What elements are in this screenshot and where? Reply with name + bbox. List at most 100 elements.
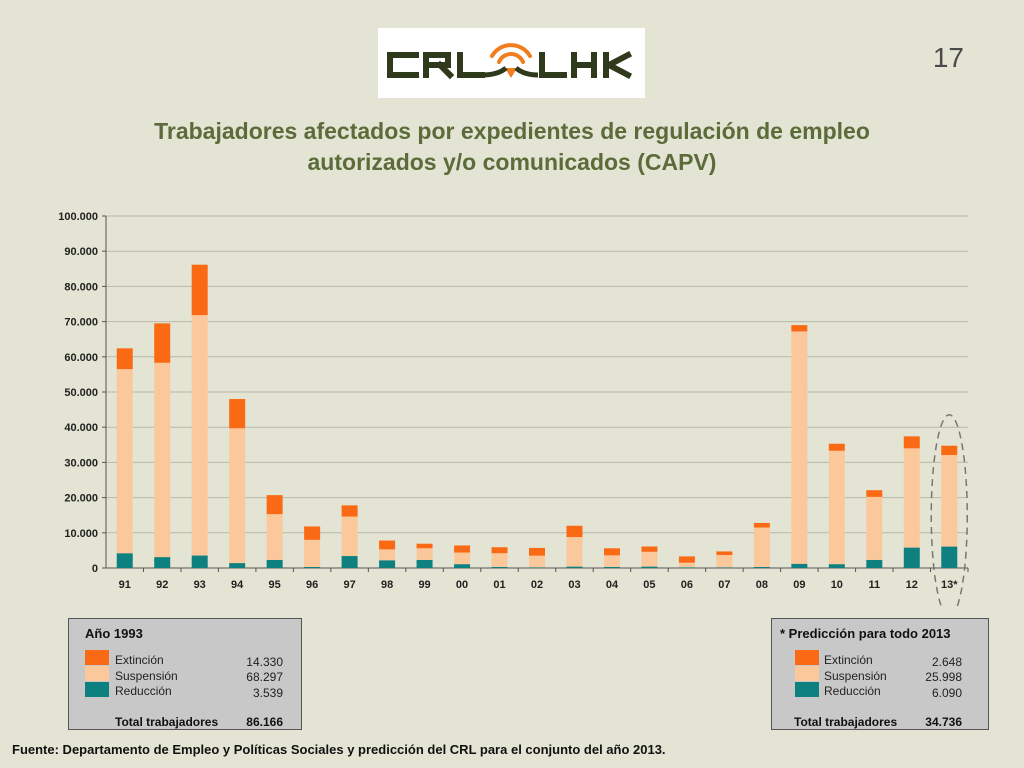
y-tick-label: 0	[92, 563, 98, 575]
x-tick-label: 08	[756, 579, 768, 591]
bar-reduccion	[941, 546, 958, 568]
bar-extincion	[266, 495, 283, 515]
x-tick-label: 11	[868, 579, 880, 591]
bar-extincion	[379, 540, 396, 550]
bar-extincion	[529, 547, 545, 556]
bar-reduccion	[454, 564, 471, 568]
source-note: Fuente: Departamento de Empleo y Polític…	[12, 742, 666, 757]
legend-1993-suspension-label: Suspensión	[115, 669, 178, 683]
x-tick-label: 93	[194, 579, 206, 591]
bar-reduccion	[566, 566, 583, 568]
bar-suspension	[454, 552, 471, 565]
bar-suspension	[678, 562, 695, 568]
bar-reduccion	[678, 567, 695, 568]
bar-reduccion	[716, 567, 733, 568]
x-tick-label: 94	[231, 579, 244, 591]
bar-extincion	[828, 443, 845, 451]
bar-extincion	[304, 526, 321, 540]
stacked-bar-chart: 0 10.000 20.000 30.000 40.000 50.000 60.000 70.…	[58, 211, 969, 610]
bar-extincion	[716, 551, 733, 555]
legend-2013-reduccion-label: Reducción	[824, 684, 881, 698]
bar-reduccion	[116, 553, 133, 568]
bar-suspension	[716, 554, 733, 568]
legend-1993-suspension-value: 68.297	[246, 670, 283, 684]
legend-2013-total-value: 34.736	[925, 715, 962, 729]
x-tick-label: 07	[718, 579, 730, 591]
legend-1993-total-label: Total trabajadores	[115, 715, 219, 729]
bar-extincion	[753, 522, 770, 528]
x-tick-label: 01	[493, 579, 505, 591]
logo-graphic	[387, 43, 633, 80]
bar-reduccion	[154, 557, 171, 568]
bar-suspension	[416, 548, 433, 560]
x-tick-label: 04	[606, 579, 619, 591]
bar-suspension	[941, 455, 958, 547]
bar-reduccion	[603, 566, 620, 568]
bar-suspension	[116, 369, 133, 554]
bar-suspension	[341, 516, 358, 557]
bar-extincion	[678, 556, 695, 563]
bar-extincion	[154, 323, 171, 363]
legend-box-1993: Año 1993 Extinción 14.330 Suspensión 68.…	[68, 618, 302, 730]
crl-lhk-logo	[378, 28, 645, 98]
bar-reduccion	[866, 559, 883, 568]
y-tick-label: 60.000	[64, 352, 98, 364]
bar-suspension	[603, 555, 620, 567]
bar-reduccion	[266, 559, 283, 568]
bar-reduccion	[641, 566, 658, 568]
legend-1993-title: Año 1993	[85, 626, 143, 641]
y-tick-label: 20.000	[64, 493, 98, 505]
legend-2013-title: * Predicción para todo 2013	[780, 626, 951, 641]
legend-box-2013-prediction: * Predicción para todo 2013 Extinción 2.…	[771, 618, 989, 730]
bar-reduccion	[191, 555, 208, 568]
bar-suspension	[903, 448, 920, 548]
y-tick-label: 30.000	[64, 457, 98, 469]
bar-reduccion	[379, 560, 396, 568]
x-tick-label: 92	[156, 579, 168, 591]
chart-title-line-2: autorizados y/o comunicados (CAPV)	[307, 149, 717, 175]
x-tick-label: 10	[831, 579, 843, 591]
bar-extincion	[116, 348, 133, 370]
y-tick-label: 80.000	[64, 281, 98, 293]
bar-extincion	[416, 543, 433, 549]
bar-extincion	[566, 525, 583, 538]
legend-2013-extincion-label: Extinción	[824, 653, 873, 667]
bar-reduccion	[828, 564, 845, 568]
x-tick-label: 02	[531, 579, 543, 591]
extincion-swatch	[795, 650, 819, 665]
bar-suspension	[304, 539, 321, 567]
legend-1993-total-value: 86.166	[246, 715, 283, 729]
chart-title: Trabajadores afectados por expedientes d…	[40, 116, 984, 178]
chart-title-line-1: Trabajadores afectados por expedientes d…	[154, 118, 870, 144]
legend-1993-reduccion-value: 3.539	[252, 686, 283, 700]
bar-suspension	[641, 551, 658, 567]
y-tick-label: 40.000	[64, 422, 98, 434]
x-tick-label: 06	[681, 579, 693, 591]
bar-reduccion	[903, 547, 920, 568]
bar-suspension	[753, 527, 770, 567]
bar-suspension	[379, 549, 396, 561]
x-tick-label: 00	[456, 579, 468, 591]
bar-suspension	[866, 496, 883, 560]
bar-suspension	[229, 428, 246, 564]
x-tick-label: 91	[119, 579, 131, 591]
extincion-swatch	[85, 650, 109, 665]
x-tick-label: 13*	[941, 579, 958, 591]
legend-1993-reduccion-label: Reducción	[115, 684, 172, 698]
bar-extincion	[641, 546, 658, 552]
y-tick-label: 50.000	[64, 387, 98, 399]
x-tick-label: 09	[793, 579, 805, 591]
y-tick-label: 10.000	[64, 528, 98, 540]
bar-suspension	[828, 450, 845, 565]
bar-suspension	[529, 555, 545, 568]
reduccion-swatch	[795, 682, 819, 697]
bar-extincion	[791, 325, 808, 332]
legend-2013-total-label: Total trabajadores	[794, 715, 898, 729]
x-tick-label: 95	[269, 579, 281, 591]
bar-extincion	[229, 399, 246, 429]
x-tick-label: 98	[381, 579, 393, 591]
reduccion-swatch	[85, 682, 109, 697]
bar-reduccion	[529, 567, 545, 568]
suspension-swatch	[85, 666, 109, 681]
bar-extincion	[341, 505, 358, 517]
